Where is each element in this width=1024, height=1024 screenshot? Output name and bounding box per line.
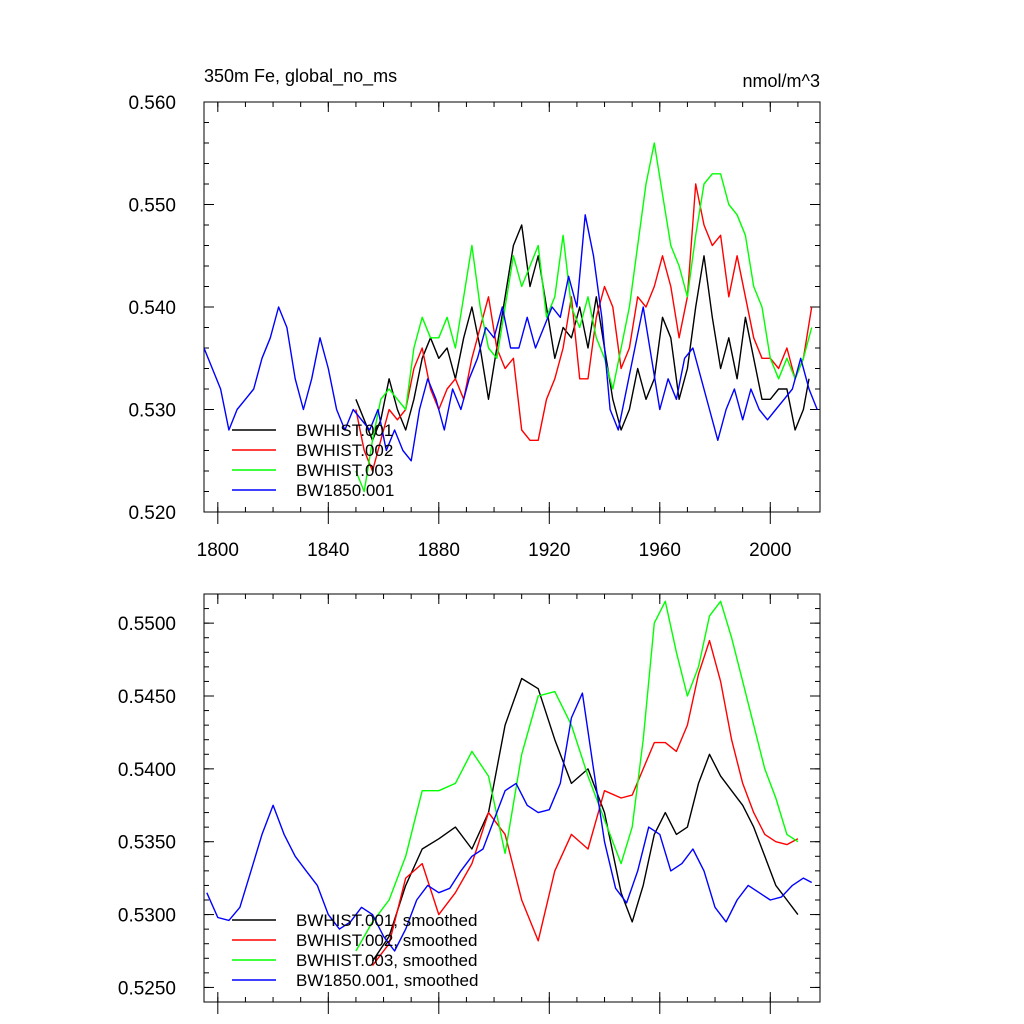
- series-line-bwhist-003-smoothed: [355, 600, 799, 952]
- series-line-bwhist-003: [355, 142, 813, 493]
- y-tick-label: 0.540: [128, 298, 176, 319]
- y-tick-label: 0.5300: [118, 906, 176, 927]
- y-tick-label: 0.5500: [118, 614, 176, 635]
- y-tick-label: 0.520: [128, 503, 176, 524]
- chart-title: 350m Fe, global_no_ms: [204, 66, 397, 87]
- y-tick-label: 0.5400: [118, 760, 176, 781]
- legend-label: BWHIST.002, smoothed: [296, 931, 477, 950]
- y-tick-label: 0.530: [128, 401, 176, 422]
- x-tick-label: 1840: [307, 540, 349, 561]
- legend-label: BW1850.001, smoothed: [296, 971, 478, 990]
- legend-label: BWHIST.003: [296, 461, 393, 480]
- top-panel-raw-series: 0.520 0.530 0.540 0.550 0.560 1800 1840 1880 192…: [128, 66, 821, 561]
- series-line-bw1850-001-smoothed: [206, 692, 813, 952]
- series-line-bwhist-001-smoothed: [371, 677, 799, 962]
- x-tick-label: 1960: [639, 540, 681, 561]
- legend-label: BWHIST.001, smoothed: [296, 911, 477, 930]
- legend-label: BW1850.001: [296, 481, 394, 500]
- bottom-panel-smoothed-series: 0.5250 0.5300 0.5350 0.5400 0.5450 0.5500 BWHI…: [118, 593, 821, 1014]
- x-tick-label: 1920: [528, 540, 570, 561]
- x-tick-label: 1880: [418, 540, 460, 561]
- x-tick-label: 2000: [749, 540, 791, 561]
- legend-label: BWHIST.002: [296, 441, 393, 460]
- series-line-bwhist-002: [355, 183, 813, 472]
- y-tick-label: 0.5450: [118, 687, 176, 708]
- units-label: nmol/m^3: [743, 71, 820, 91]
- y-tick-label: 0.5250: [118, 978, 176, 999]
- y-tick-label: 0.550: [128, 196, 176, 217]
- series-line-bwhist-001: [355, 224, 810, 441]
- series-group: [204, 142, 818, 493]
- x-tick-label: 1800: [197, 540, 239, 561]
- y-tick-label: 0.5350: [118, 833, 176, 854]
- series-line-bw1850-001: [204, 214, 818, 462]
- legend-label: BWHIST.003, smoothed: [296, 951, 477, 970]
- series-line-bwhist-002-smoothed: [371, 639, 799, 967]
- y-tick-label: 0.560: [128, 93, 176, 114]
- series-group: [206, 600, 813, 967]
- legend-label: BWHIST.001: [296, 421, 393, 440]
